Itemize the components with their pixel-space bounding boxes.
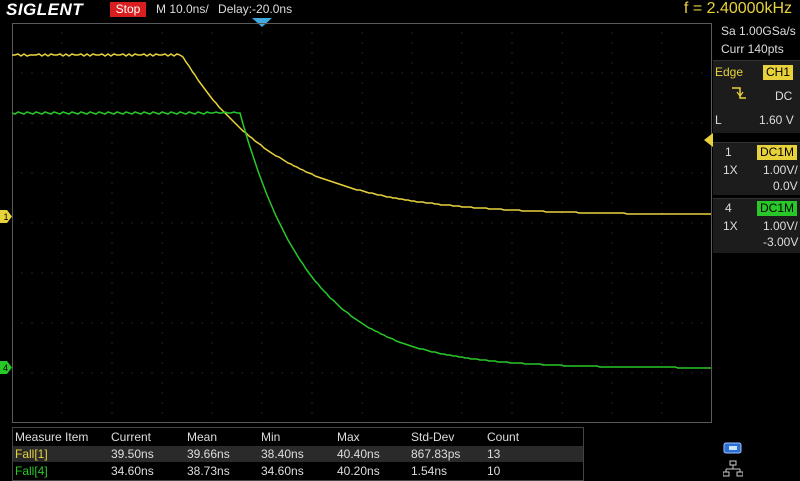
ch1-offset: 0.0V <box>773 179 798 193</box>
measurement-header-row: Measure Item Current Mean Min Max Std-De… <box>13 429 583 445</box>
trigger-level-marker-icon[interactable] <box>704 133 713 147</box>
frequency-counter: f = 2.40000kHz <box>683 0 792 17</box>
trigger-type: Edge <box>715 65 744 79</box>
meas-min: 34.60ns <box>261 464 304 478</box>
ch1-probe: 1X <box>723 163 738 177</box>
meas-mean: 39.66ns <box>187 447 230 461</box>
header-min: Min <box>261 430 281 444</box>
trigger-delay: Delay:-20.0ns <box>218 2 293 16</box>
meas-std-dev: 1.54ns <box>411 464 448 478</box>
ch4-offset: -3.00V <box>763 235 799 249</box>
waveform-grid[interactable] <box>12 23 712 423</box>
ch4-number: 4 <box>725 201 732 215</box>
side-panel: Sa 1.00GSa/s Curr 140pts Edge CH1 DC L 1… <box>713 20 800 480</box>
trigger-source: CH1 <box>763 65 794 80</box>
meas-std-dev: 867.83ps <box>411 447 461 461</box>
network-icon <box>723 460 743 477</box>
ch4-coupling: DC1M <box>757 201 798 216</box>
run-stop-status[interactable]: Stop <box>110 2 146 17</box>
ch4-panel[interactable]: 4 DC1M 1X 1.00V/ -3.00V <box>713 198 800 253</box>
usb-icon <box>723 442 742 454</box>
header-mean: Mean <box>187 430 218 444</box>
ch4-probe: 1X <box>723 219 738 233</box>
header-current: Current <box>111 430 152 444</box>
falling-edge-icon <box>732 87 746 99</box>
svg-text:4: 4 <box>3 363 8 373</box>
trigger-level-label: L <box>715 113 722 127</box>
brand-logo: SIGLENT <box>6 0 84 19</box>
meas-min: 38.40ns <box>261 447 304 461</box>
meas-current: 34.60ns <box>111 464 154 478</box>
ch1-coupling: DC1M <box>757 145 798 160</box>
meas-item: Fall[1] <box>15 447 48 461</box>
ch4-waveform <box>12 111 711 369</box>
ch4-scale: 1.00V/ <box>763 219 798 233</box>
timebase-scale: M 10.0ns/ <box>156 2 209 16</box>
header-measure-item: Measure Item <box>15 430 89 444</box>
measurement-row-fall1[interactable]: Fall[1] 39.50ns 39.66ns 38.40ns 40.40ns … <box>13 446 583 462</box>
meas-count: 13 <box>487 447 501 461</box>
svg-text:1: 1 <box>4 212 9 222</box>
trigger-coupling: DC <box>775 89 793 103</box>
ch1-level-marker-icon[interactable]: 1 <box>0 210 12 223</box>
timebase-readout[interactable]: M 10.0ns/ Delay:-20.0ns <box>156 2 292 16</box>
header-std-dev: Std-Dev <box>411 430 455 444</box>
curr-points: Curr 140pts <box>721 42 784 56</box>
meas-current: 39.50ns <box>111 447 154 461</box>
graticule <box>12 23 712 423</box>
measurement-row-fall4[interactable]: Fall[4] 34.60ns 38.73ns 34.60ns 40.20ns … <box>13 463 583 479</box>
sample-rate: Sa 1.00GSa/s <box>721 24 796 38</box>
ch1-number: 1 <box>725 145 732 159</box>
trigger-panel[interactable]: Edge CH1 DC L 1.60 V <box>713 60 800 133</box>
ch1-scale: 1.00V/ <box>763 163 798 177</box>
meas-mean: 38.73ns <box>187 464 230 478</box>
ch4-level-marker-icon[interactable]: 4 <box>0 361 12 374</box>
ch1-waveform <box>12 53 711 215</box>
trigger-level-value: 1.60 V <box>759 113 794 127</box>
meas-item: Fall[4] <box>15 464 48 478</box>
top-bar: SIGLENT Stop M 10.0ns/ Delay:-20.0ns f =… <box>0 0 800 20</box>
ch1-panel[interactable]: 1 DC1M 1X 1.00V/ 0.0V <box>713 142 800 195</box>
measurement-table[interactable]: Measure Item Current Mean Min Max Std-De… <box>12 427 584 481</box>
meas-count: 10 <box>487 464 501 478</box>
meas-max: 40.20ns <box>337 464 380 478</box>
meas-max: 40.40ns <box>337 447 380 461</box>
header-max: Max <box>337 430 360 444</box>
header-count: Count <box>487 430 520 444</box>
